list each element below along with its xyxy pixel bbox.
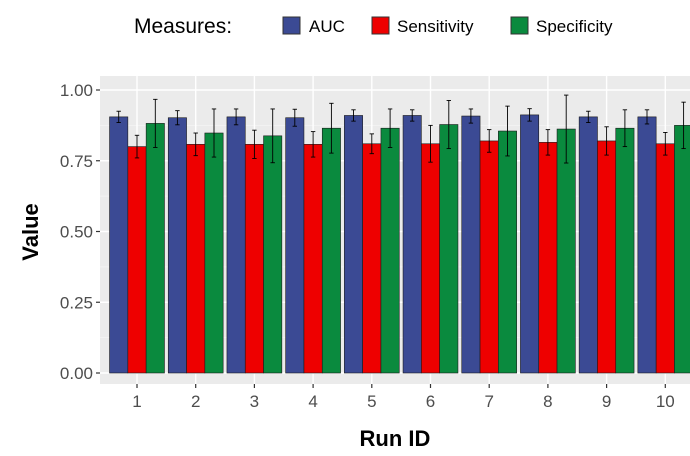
errorbar-sensitivity-run-2 [193,132,198,157]
x-tick-label: 5 [367,392,376,411]
bar-specificity-run-2 [204,132,224,374]
x-tick-label: 2 [191,392,200,411]
x-tick-label: 10 [656,392,675,411]
bar-auc-run-9 [578,116,598,374]
errorbar-sensitivity-run-9 [604,126,609,156]
errorbar-auc-run-1 [116,110,121,123]
x-tick-label: 7 [484,392,493,411]
bar-auc-run-4 [285,117,305,374]
bar-sensitivity-run-4 [303,144,323,374]
x-tick-label: 4 [308,392,317,411]
bar-specificity-run-10 [674,125,690,374]
bar-specificity-run-8 [556,128,576,374]
errorbar-specificity-run-4 [329,102,334,154]
legend: Measures: AUC Sensitivity Specificity [134,15,613,38]
errorbar-sensitivity-run-4 [310,131,316,158]
y-tick-label: 0.25 [60,293,93,312]
errorbar-specificity-run-6 [446,100,451,150]
errorbar-specificity-run-9 [622,109,628,148]
bar-specificity-run-4 [321,127,341,374]
bar-auc-run-3 [226,116,246,374]
bar-auc-run-5 [344,115,363,374]
errorbar-specificity-run-7 [505,105,510,157]
errorbar-sensitivity-run-6 [428,124,433,163]
bar-sensitivity-run-3 [244,144,264,374]
errorbar-auc-run-9 [586,110,591,123]
errorbar-auc-run-10 [644,109,650,125]
errorbar-sensitivity-run-10 [663,131,668,156]
errorbar-auc-run-5 [351,109,356,122]
errorbar-auc-run-2 [175,110,180,126]
x-tick-label: 3 [250,392,259,411]
errorbar-sensitivity-run-5 [369,133,374,155]
y-axis-title: Value [18,203,43,260]
legend-swatch-auc [282,16,301,35]
errorbar-sensitivity-run-8 [545,129,551,156]
x-axis: 1 2 3 4 5 6 7 8 9 10 [132,384,675,411]
bar-sensitivity-run-2 [186,144,206,374]
bar-specificity-run-3 [263,135,283,374]
y-tick-label: 0.50 [60,223,93,242]
errorbar-specificity-run-10 [681,101,686,150]
x-tick-label: 6 [426,392,435,411]
bar-auc-run-6 [402,115,422,374]
bar-sensitivity-run-6 [421,143,440,374]
bar-auc-run-1 [109,116,129,374]
x-tick-label: 8 [543,392,552,411]
y-tick-label: 1.00 [60,81,93,100]
bar-specificity-run-5 [380,127,400,374]
y-tick-label: 0.75 [60,152,93,171]
legend-label-sensitivity: Sensitivity [397,17,474,36]
errorbar-auc-run-8 [527,108,532,122]
errorbar-specificity-run-1 [153,98,158,148]
y-tick-label: 0.00 [60,364,93,383]
errorbar-specificity-run-2 [211,108,217,158]
bar-sensitivity-run-7 [479,140,499,374]
errorbar-sensitivity-run-1 [134,134,140,159]
bars-layer [109,114,690,374]
x-tick-label: 9 [602,392,611,411]
bar-sensitivity-run-1 [127,146,147,374]
errorbar-auc-run-7 [468,108,474,124]
errorbars-layer [116,94,686,164]
x-tick-label: 1 [132,392,141,411]
bar-auc-run-8 [520,114,540,374]
errorbar-sensitivity-run-7 [487,129,492,153]
bar-specificity-run-9 [615,127,635,374]
legend-label-auc: AUC [309,17,345,36]
bar-sensitivity-run-8 [538,142,558,374]
bar-specificity-run-7 [498,130,517,374]
legend-swatch-specificity [510,16,529,35]
legend-title: Measures: [134,15,232,38]
bar-auc-run-2 [167,117,187,374]
bar-sensitivity-run-9 [597,140,617,374]
errorbar-auc-run-6 [410,109,415,122]
legend-label-specificity: Specificity [536,17,613,36]
bar-auc-run-10 [637,116,657,374]
errorbar-specificity-run-8 [564,94,569,164]
errorbar-sensitivity-run-3 [252,129,257,159]
errorbar-auc-run-3 [233,108,239,126]
legend-swatch-sensitivity [371,16,390,35]
x-axis-title: Run ID [360,426,431,451]
errorbar-auc-run-4 [292,108,297,127]
bar-specificity-run-6 [439,124,459,374]
bar-specificity-run-1 [145,123,165,374]
bar-sensitivity-run-5 [362,143,382,374]
bar-auc-run-7 [461,115,481,374]
bar-sensitivity-run-10 [655,143,675,374]
errorbar-specificity-run-5 [387,108,393,148]
errorbar-specificity-run-3 [270,108,275,164]
y-axis: 0.00 0.25 0.50 0.75 1.00 [60,81,100,383]
